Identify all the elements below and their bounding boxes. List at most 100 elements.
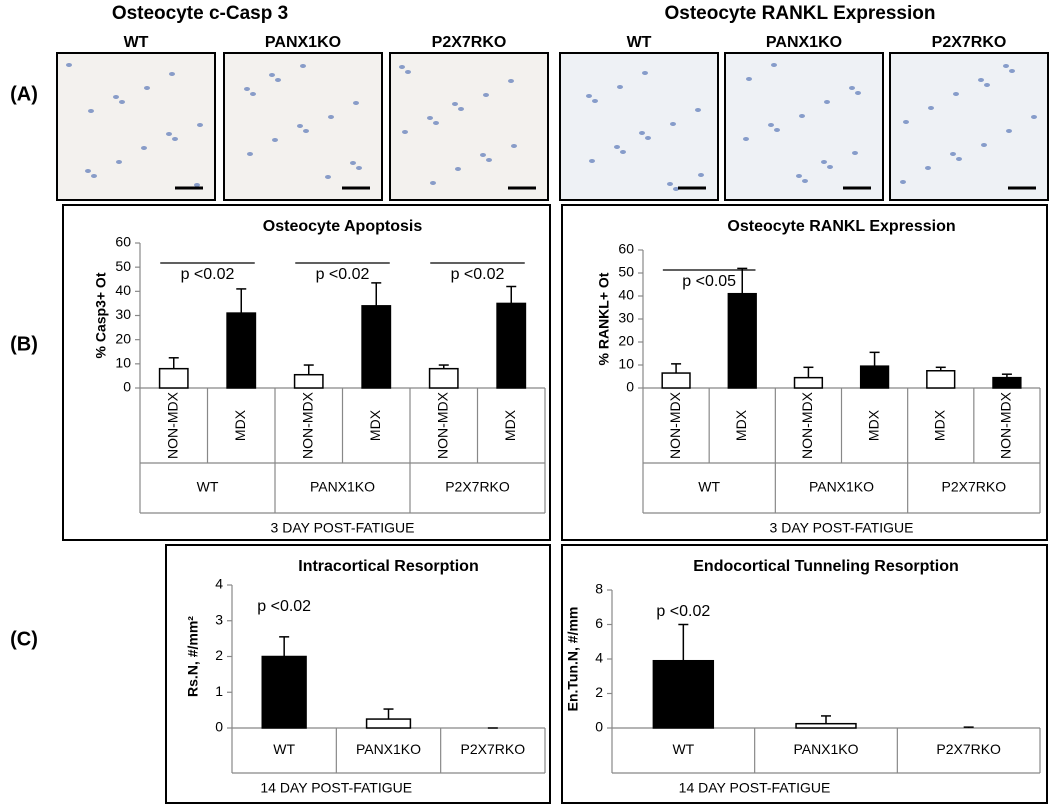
cell: [250, 92, 256, 96]
cell: [486, 158, 492, 162]
bar: [661, 372, 691, 389]
x-tick-label: P2X7RKO: [461, 741, 526, 757]
x-tick-label: MDX: [367, 409, 383, 441]
y-tick-label: 10: [618, 356, 634, 372]
cell: [88, 109, 94, 113]
group-label: PANX1KO: [809, 479, 874, 495]
annotation: p <0.05: [682, 273, 736, 290]
cell: [978, 78, 984, 82]
cell: [303, 129, 309, 133]
cell: [405, 70, 411, 74]
micrograph: [724, 52, 884, 201]
x-tick-label: MDX: [232, 409, 248, 441]
y-tick-label: 20: [618, 333, 634, 349]
cell: [511, 144, 517, 148]
x-tick-label: NON-MDX: [299, 391, 315, 459]
cell: [953, 92, 959, 96]
cell: [353, 101, 359, 105]
cell: [645, 136, 651, 140]
x-tick-label: PANX1KO: [793, 741, 858, 757]
cell: [300, 64, 306, 68]
cell: [458, 107, 464, 111]
bar: [226, 312, 257, 389]
cell: [85, 169, 91, 173]
cell: [116, 160, 122, 164]
micrograph: [559, 52, 719, 201]
bar: [261, 655, 307, 729]
cell: [589, 159, 595, 163]
chart-frame: [561, 204, 1048, 541]
cell: [639, 131, 645, 135]
cell: [169, 72, 175, 76]
bar: [795, 722, 857, 729]
y-tick-label: 4: [595, 650, 603, 666]
y-tick-label: 60: [115, 234, 131, 250]
y-tick-label: 40: [618, 287, 634, 303]
y-tick-label: 30: [115, 306, 131, 322]
micrograph-label: PANX1KO: [766, 34, 842, 51]
x-axis-label: 3 DAY POST-FATIGUE: [271, 520, 415, 536]
x-tick-label: WT: [273, 741, 295, 757]
micrograph-label: P2X7RKO: [932, 34, 1007, 51]
cell: [430, 181, 436, 185]
bar: [428, 367, 459, 389]
cell: [695, 108, 701, 112]
bar: [496, 302, 527, 389]
cell: [617, 85, 623, 89]
micrograph: [223, 52, 383, 201]
cell: [984, 83, 990, 87]
cell: [480, 153, 486, 157]
y-tick-label: 2: [595, 684, 603, 700]
cell: [743, 137, 749, 141]
cell: [768, 123, 774, 127]
x-axis-label: 14 DAY POST-FATIGUE: [679, 780, 831, 796]
cell: [673, 187, 679, 191]
cell: [91, 174, 97, 178]
bar: [365, 718, 412, 729]
cell: [827, 165, 833, 169]
micrograph-label: PANX1KO: [265, 34, 341, 51]
cell: [925, 166, 931, 170]
bar: [926, 370, 956, 389]
cell: [328, 115, 334, 119]
cell: [275, 78, 281, 82]
cell: [247, 152, 253, 156]
x-tick-label: NON-MDX: [998, 391, 1014, 459]
group-label: P2X7RKO: [942, 479, 1007, 495]
x-tick-label: MDX: [865, 409, 881, 441]
y-axis-label: % RANKL+ Ot: [596, 272, 612, 365]
y-tick-label: 1: [215, 683, 223, 699]
chart-title: Osteocyte RANKL Expression: [727, 218, 955, 235]
y-tick-label: 0: [626, 379, 634, 395]
annotation: p <0.02: [656, 603, 710, 620]
x-tick-label: NON-MDX: [164, 391, 180, 459]
cell: [799, 114, 805, 118]
heading: Osteocyte RANKL Expression: [664, 3, 935, 24]
cell: [698, 173, 704, 177]
cell: [849, 86, 855, 90]
group-label: PANX1KO: [310, 479, 375, 495]
bar: [992, 376, 1022, 389]
y-tick-label: 0: [215, 719, 223, 735]
y-tick-label: 40: [115, 282, 131, 298]
cell: [297, 124, 303, 128]
group-label: WT: [197, 479, 219, 495]
cell: [620, 150, 626, 154]
x-tick-label: WT: [672, 741, 694, 757]
annotation: p <0.02: [451, 266, 505, 283]
y-tick-label: 8: [595, 581, 603, 597]
micrograph: [56, 52, 216, 201]
chart-frame: [62, 204, 551, 541]
x-tick-label: MDX: [502, 409, 518, 441]
cell: [667, 182, 673, 186]
cell: [1006, 129, 1012, 133]
y-tick-label: 6: [595, 615, 603, 631]
cell: [928, 106, 934, 110]
x-axis-label: 14 DAY POST-FATIGUE: [260, 780, 412, 796]
cell: [269, 73, 275, 77]
chart-title: Endocortical Tunneling Resorption: [693, 558, 958, 575]
micrograph-label: WT: [627, 34, 652, 51]
x-tick-label: NON-MDX: [434, 391, 450, 459]
y-tick-label: 0: [595, 719, 603, 735]
cell: [614, 145, 620, 149]
